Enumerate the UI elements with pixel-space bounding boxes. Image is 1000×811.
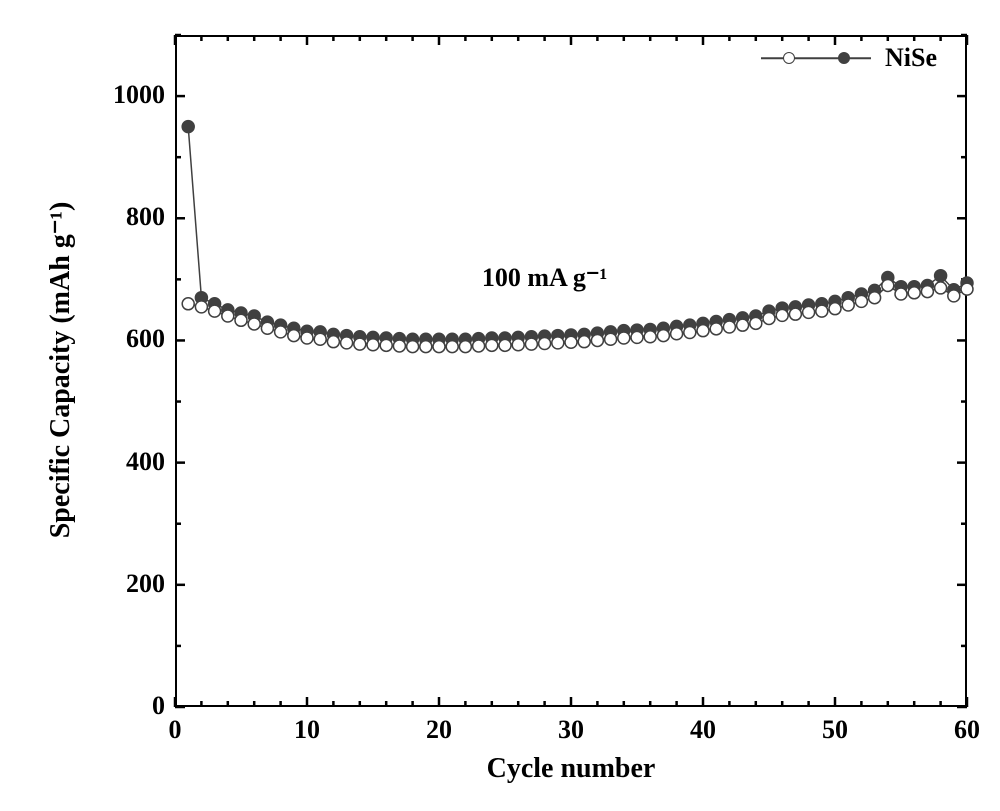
- x-tick-label: 10: [277, 715, 337, 745]
- x-tick-label: 40: [673, 715, 733, 745]
- marker-charge: [908, 287, 920, 299]
- marker-charge: [222, 310, 234, 322]
- marker-charge: [327, 336, 339, 348]
- marker-charge: [776, 309, 788, 321]
- marker-charge: [367, 339, 379, 351]
- marker-charge: [591, 334, 603, 346]
- legend: NiSe: [761, 43, 937, 73]
- marker-charge: [763, 312, 775, 324]
- marker-charge: [512, 339, 524, 351]
- y-tick-label: 400: [85, 447, 165, 477]
- x-tick-label: 20: [409, 715, 469, 745]
- marker-charge: [182, 298, 194, 310]
- marker-charge: [644, 331, 656, 343]
- y-tick-label: 1000: [85, 80, 165, 110]
- marker-charge: [737, 319, 749, 331]
- y-tick-label: 600: [85, 324, 165, 354]
- marker-charge: [433, 341, 445, 353]
- legend-label: NiSe: [885, 43, 937, 73]
- marker-charge: [684, 327, 696, 339]
- marker-charge: [301, 332, 313, 344]
- marker-charge: [750, 317, 762, 329]
- chart-container: 010203040506002004006008001000Specific C…: [0, 0, 1000, 811]
- marker-charge: [657, 330, 669, 342]
- y-axis-title: Specific Capacity (mAh g⁻¹): [43, 170, 77, 570]
- x-tick-label: 30: [541, 715, 601, 745]
- marker-charge: [459, 341, 471, 353]
- marker-charge: [710, 323, 722, 335]
- legend-open-marker-icon: [783, 52, 795, 64]
- marker-charge: [961, 283, 973, 295]
- marker-charge: [407, 341, 419, 353]
- marker-charge: [869, 292, 881, 304]
- marker-charge: [209, 305, 221, 317]
- marker-charge: [803, 306, 815, 318]
- x-tick-label: 50: [805, 715, 865, 745]
- marker-charge: [605, 333, 617, 345]
- marker-charge: [446, 341, 458, 353]
- marker-charge: [882, 279, 894, 291]
- marker-charge: [948, 290, 960, 302]
- marker-charge: [789, 308, 801, 320]
- y-tick-label: 0: [85, 691, 165, 721]
- marker-charge: [855, 295, 867, 307]
- x-axis-title: Cycle number: [451, 753, 691, 785]
- y-tick-label: 800: [85, 202, 165, 232]
- marker-charge: [380, 339, 392, 351]
- marker-charge: [314, 333, 326, 345]
- marker-charge: [578, 336, 590, 348]
- marker-charge: [261, 322, 273, 334]
- marker-charge: [921, 286, 933, 298]
- marker-charge: [671, 328, 683, 340]
- marker-charge: [235, 314, 247, 326]
- marker-charge: [499, 339, 511, 351]
- y-tick-label: 200: [85, 569, 165, 599]
- x-tick-label: 60: [937, 715, 997, 745]
- marker-charge: [552, 337, 564, 349]
- marker-charge: [341, 337, 353, 349]
- marker-charge: [354, 338, 366, 350]
- marker-charge: [473, 340, 485, 352]
- marker-charge: [525, 338, 537, 350]
- marker-charge: [895, 288, 907, 300]
- marker-charge: [829, 303, 841, 315]
- marker-charge: [195, 301, 207, 313]
- plot-svg: [0, 0, 1000, 811]
- marker-charge: [697, 325, 709, 337]
- marker-charge: [486, 339, 498, 351]
- legend-filled-marker-icon: [838, 52, 850, 64]
- marker-discharge: [935, 270, 947, 282]
- marker-charge: [248, 318, 260, 330]
- marker-charge: [723, 321, 735, 333]
- marker-charge: [288, 330, 300, 342]
- marker-charge: [539, 338, 551, 350]
- rate-annotation: 100 mA g⁻¹: [455, 263, 635, 293]
- marker-charge: [420, 341, 432, 353]
- marker-charge: [842, 299, 854, 311]
- legend-line: [761, 57, 871, 59]
- marker-discharge: [182, 121, 194, 133]
- marker-charge: [565, 336, 577, 348]
- marker-charge: [618, 332, 630, 344]
- marker-charge: [816, 305, 828, 317]
- marker-charge: [393, 340, 405, 352]
- marker-charge: [631, 331, 643, 343]
- legend-swatch: [761, 49, 871, 67]
- marker-charge: [935, 282, 947, 294]
- marker-charge: [275, 326, 287, 338]
